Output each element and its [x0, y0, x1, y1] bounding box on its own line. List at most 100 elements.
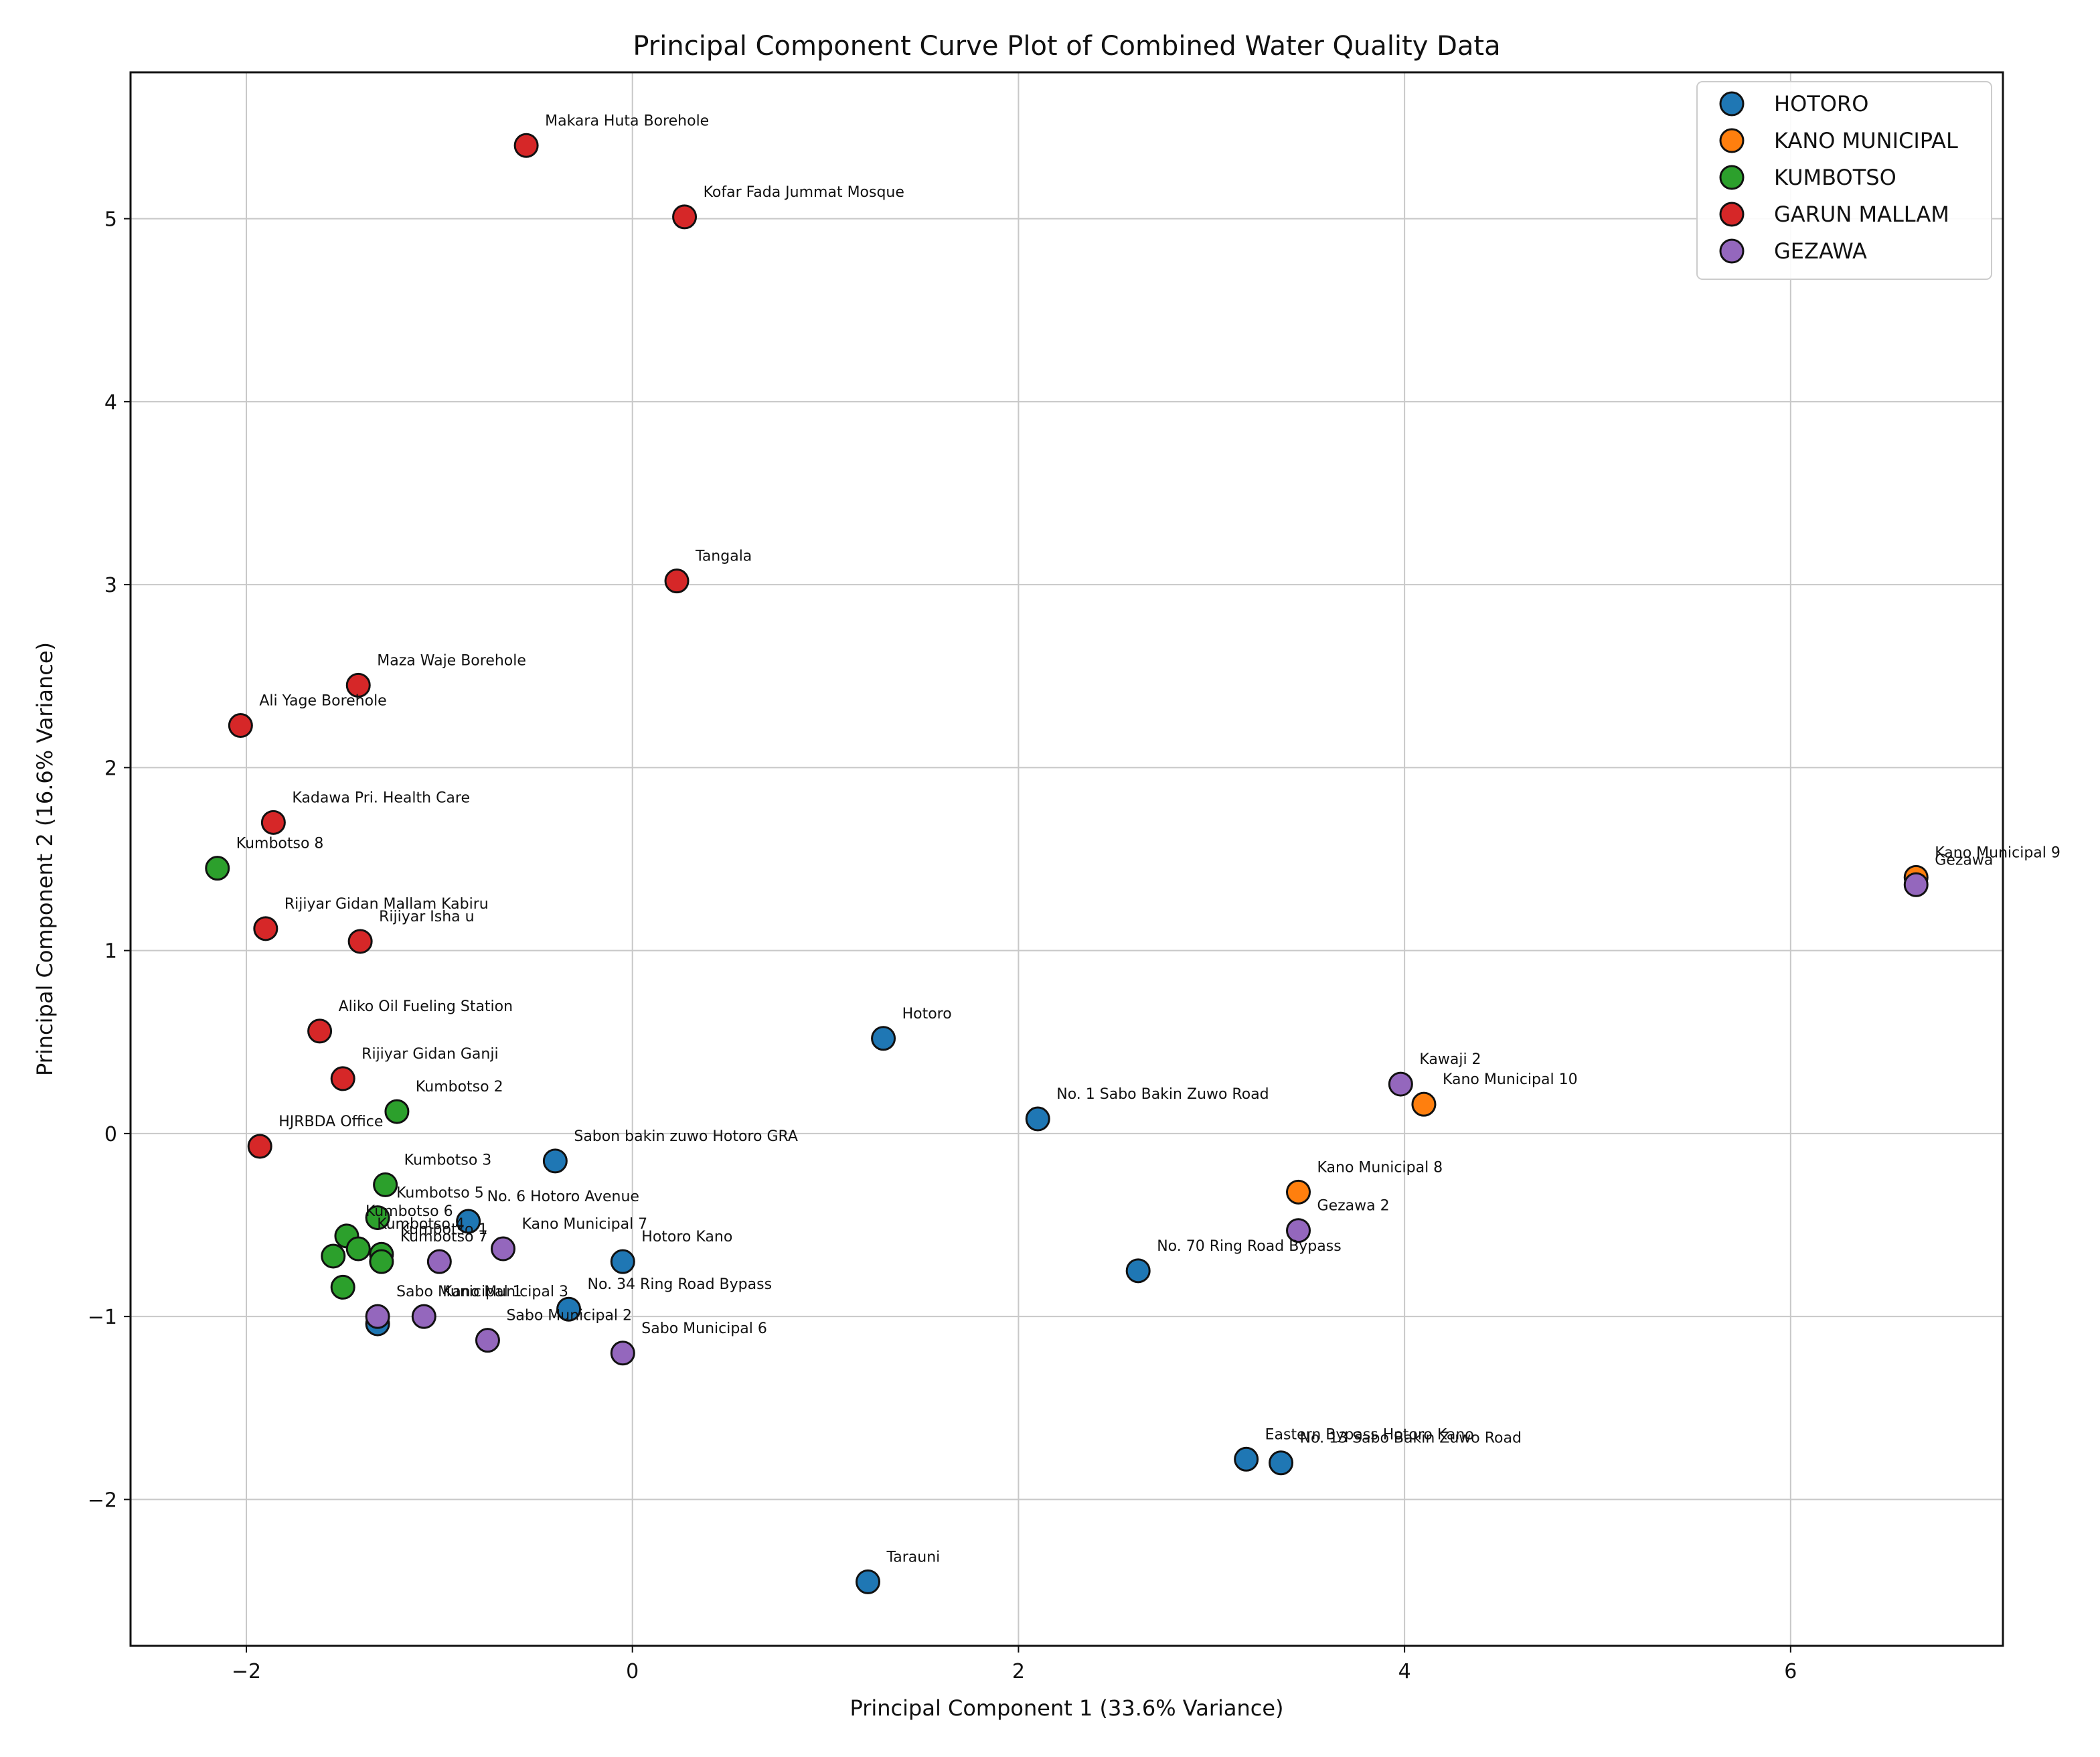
data-point-garun-mallam — [247, 1134, 272, 1159]
point-label: Kumbotso 8 — [236, 836, 324, 852]
data-point-kano-municipal — [1411, 1091, 1437, 1117]
data-point-kumbotso — [369, 1249, 394, 1274]
data-point-garun-mallam — [330, 1066, 355, 1091]
point-label: No. 34 Ring Road Bypass — [588, 1276, 772, 1293]
data-point-gezawa — [1903, 872, 1929, 897]
point-label: Kumbotso 2 — [416, 1079, 503, 1095]
x-tick-label: 4 — [1398, 1660, 1411, 1683]
data-point-garun-mallam — [253, 916, 278, 941]
point-label: Sabo Municipal 2 — [506, 1308, 632, 1324]
point-label: Kadawa Pri. Health Care — [292, 789, 470, 806]
point-label: Maza Waje Borehole — [377, 652, 526, 669]
legend-marker — [1719, 165, 1745, 190]
point-label: Sabo Municipal 1 — [396, 1284, 522, 1300]
point-label: Tangala — [695, 548, 752, 565]
legend-box — [1696, 81, 1992, 280]
y-tick-label: 2 — [104, 757, 117, 780]
data-point-kumbotso — [384, 1099, 410, 1124]
legend-marker — [1719, 128, 1745, 153]
data-point-garun-mallam — [672, 204, 698, 230]
legend-entry-label: HOTORO — [1774, 91, 1868, 117]
data-point-kumbotso — [365, 1205, 390, 1231]
point-label: No. 70 Ring Road Bypass — [1157, 1238, 1341, 1255]
data-point-kumbotso — [321, 1243, 346, 1269]
data-point-gezawa — [426, 1249, 452, 1274]
y-tick-label: 1 — [104, 940, 117, 964]
y-tick-label: 4 — [104, 391, 117, 414]
point-label: Hotoro — [902, 1006, 952, 1022]
point-label: Kumbotso 5 — [396, 1185, 484, 1202]
legend-marker — [1719, 91, 1745, 117]
point-label: Hotoro Kano — [641, 1229, 732, 1245]
point-label: Kano Municipal 3 — [442, 1284, 568, 1300]
point-label: Aliko Oil Fueling Station — [339, 998, 513, 1015]
data-point-hotoro — [610, 1249, 635, 1274]
chart-title: Principal Component Curve Plot of Combin… — [633, 31, 1500, 62]
legend-marker — [1719, 202, 1745, 227]
point-label: HJRBDA Office — [278, 1114, 383, 1130]
point-label: Ali Yage Borehole — [259, 693, 386, 710]
data-point-garun-mallam — [664, 568, 690, 594]
axis-ticks: −2 0 2 4 6 −2 −1 0 1 2 3 4 5 — [88, 208, 1797, 1683]
point-label: Makara Huta Borehole — [545, 112, 709, 129]
point-label: Kano Municipal 7 — [522, 1216, 648, 1233]
legend-marker — [1719, 238, 1745, 264]
data-point-hotoro — [456, 1209, 481, 1234]
point-label: Eastern Bypass Hotoro Kano — [1265, 1426, 1474, 1443]
point-label: No. 1 Sabo Bakin Zuwo Road — [1056, 1086, 1269, 1103]
y-tick-label: 5 — [104, 208, 117, 232]
point-label: Kofar Fada Jummat Mosque — [704, 184, 904, 201]
point-label: Kano Municipal 10 — [1443, 1071, 1578, 1088]
data-point-hotoro — [871, 1026, 896, 1051]
data-point-gezawa — [1388, 1071, 1413, 1097]
legend-entry-label: KANO MUNICIPAL — [1774, 128, 1958, 153]
legend: HOTORO KANO MUNICIPAL KUMBOTSO GARUN MALLAM… — [1696, 81, 1992, 280]
point-label: Kumbotso 3 — [404, 1152, 492, 1168]
point-label: Kumbotso 4 — [377, 1216, 465, 1233]
data-point-garun-mallam — [307, 1018, 333, 1044]
data-point-hotoro — [855, 1569, 880, 1594]
point-label: No. 13 Sabo Bakin Zuwo Road — [1300, 1430, 1522, 1447]
x-tick-label: −2 — [232, 1660, 261, 1683]
point-label: Kumbotso 6 — [366, 1203, 453, 1220]
y-tick-label: −2 — [88, 1488, 117, 1512]
data-point-gezawa — [365, 1304, 390, 1329]
point-label: Gezawa — [1935, 852, 1993, 868]
data-point-kumbotso — [373, 1172, 398, 1197]
point-label: Rijiyar Gidan Mallam Kabiru — [285, 896, 489, 913]
data-point-garun-mallam — [228, 713, 253, 739]
data-point-kumbotso — [330, 1274, 355, 1300]
legend-entry-label: GEZAWA — [1774, 238, 1867, 264]
data-point-gezawa — [491, 1236, 516, 1262]
point-label: Rijiyar Isha u — [379, 909, 474, 925]
data-point-garun-mallam — [345, 672, 371, 698]
data-point-gezawa — [610, 1341, 635, 1366]
point-label: Kano Municipal 9 — [1935, 844, 2061, 861]
data-points — [205, 133, 1929, 1594]
legend-entry-label: KUMBOTSO — [1774, 165, 1896, 190]
y-tick-label: 0 — [104, 1123, 117, 1146]
data-point-hotoro — [1234, 1446, 1259, 1472]
data-point-hotoro — [1125, 1258, 1151, 1284]
data-point-garun-mallam — [260, 810, 286, 835]
y-tick-label: −1 — [88, 1306, 117, 1329]
point-label: Kano Municipal 8 — [1317, 1159, 1443, 1176]
point-label: Kumbotso 7 — [400, 1229, 488, 1245]
data-point-kano-municipal — [1286, 1179, 1311, 1205]
point-label: Sabon bakin zuwo Hotoro GRA — [574, 1128, 798, 1145]
point-label: Tarauni — [886, 1549, 940, 1565]
data-point-gezawa — [475, 1328, 500, 1353]
plot-frame — [129, 71, 2004, 1647]
legend-entry-label: GARUN MALLAM — [1774, 202, 1949, 227]
data-point-gezawa — [1286, 1218, 1311, 1243]
point-label: Kawaji 2 — [1419, 1051, 1481, 1068]
x-tick-label: 2 — [1012, 1660, 1025, 1683]
data-point-garun-mallam — [513, 133, 539, 158]
data-point-garun-mallam — [347, 929, 373, 954]
point-labels: Hotoro No. 1 Sabo Bakin Zuwo Road Sabon ba… — [236, 112, 2061, 1565]
x-tick-label: 6 — [1784, 1660, 1797, 1683]
y-tick-label: 3 — [104, 574, 117, 597]
data-point-hotoro — [556, 1296, 582, 1322]
grid — [131, 72, 2003, 1646]
